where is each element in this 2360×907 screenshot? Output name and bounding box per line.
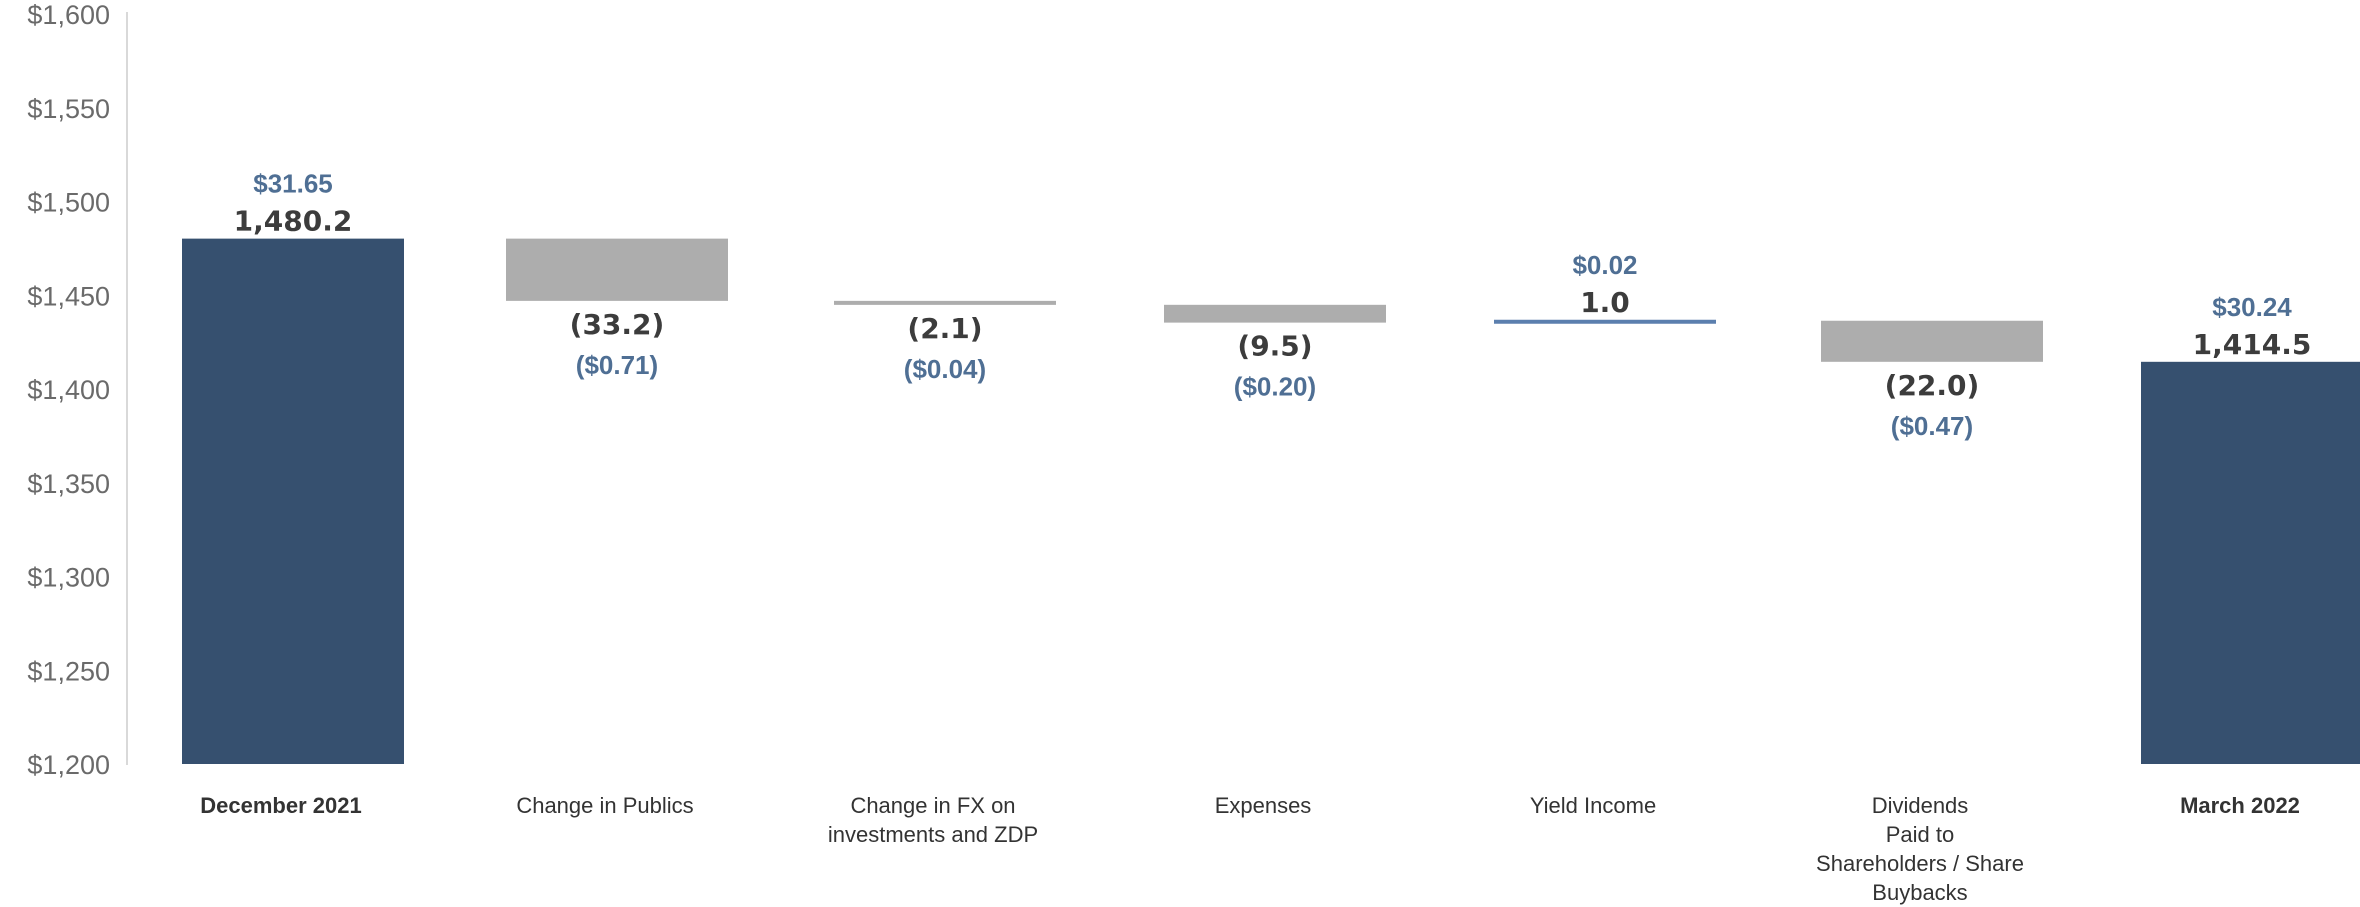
bar-per-share-label: $30.24: [2212, 292, 2292, 322]
bar-value-label: 1.0: [1580, 286, 1630, 319]
bar-decrease: [506, 238, 728, 301]
category-label: investments and ZDP: [828, 822, 1038, 847]
bar-per-share-label: ($0.71): [576, 350, 658, 380]
category-label: Expenses: [1215, 793, 1312, 818]
y-tick-label: $1,550: [27, 94, 110, 124]
bar-value-label: (33.2): [570, 308, 665, 341]
bar-value-label: (9.5): [1237, 330, 1312, 363]
bar-increase: [1494, 319, 1716, 324]
bar-value-label: (2.1): [907, 312, 982, 345]
category-label: March 2022: [2180, 793, 2300, 818]
category-label: Shareholders / Share: [1816, 851, 2024, 876]
category-label: December 2021: [200, 793, 361, 818]
category-label: Buybacks: [1872, 880, 1967, 905]
y-axis-ticks: $1,200 $1,250 $1,300 $1,350 $1,400 $1,450 $1,5…: [27, 0, 110, 780]
y-tick-label: $1,450: [27, 281, 110, 311]
bar-value-label: 1,414.5: [2193, 328, 2312, 361]
bar-decrease: [834, 300, 1056, 305]
category-label: Dividends: [1872, 793, 1969, 818]
category-labels: December 2021 Change in Publics Change in …: [200, 793, 2300, 905]
category-label: Paid to: [1886, 822, 1955, 847]
bar-per-share-label: $31.65: [253, 169, 333, 199]
bar-per-share-label: ($0.04): [904, 354, 986, 384]
y-tick-label: $1,350: [27, 469, 110, 499]
data-labels: 1,480.2 $31.65 (33.2) ($0.71) (2.1) ($0.04) (9…: [234, 169, 2312, 441]
category-label: Change in FX on: [850, 793, 1015, 818]
bar-total: [2141, 361, 2360, 764]
category-label: Change in Publics: [516, 793, 693, 818]
bar-total: [182, 238, 404, 764]
bar-value-label: 1,480.2: [234, 205, 353, 238]
y-tick-label: $1,300: [27, 563, 110, 593]
bar-decrease: [1821, 320, 2043, 362]
y-tick-label: $1,500: [27, 188, 110, 218]
y-tick-label: $1,600: [27, 0, 110, 30]
y-tick-label: $1,400: [27, 375, 110, 405]
bar-per-share-label: $0.02: [1572, 250, 1637, 280]
bar-per-share-label: ($0.20): [1234, 372, 1316, 402]
y-tick-label: $1,250: [27, 656, 110, 686]
bar-per-share-label: ($0.47): [1891, 411, 1973, 441]
bars: [182, 238, 2360, 764]
bar-decrease: [1164, 304, 1386, 323]
bar-value-label: (22.0): [1885, 369, 1980, 402]
y-tick-label: $1,200: [27, 750, 110, 780]
category-label: Yield Income: [1530, 793, 1656, 818]
